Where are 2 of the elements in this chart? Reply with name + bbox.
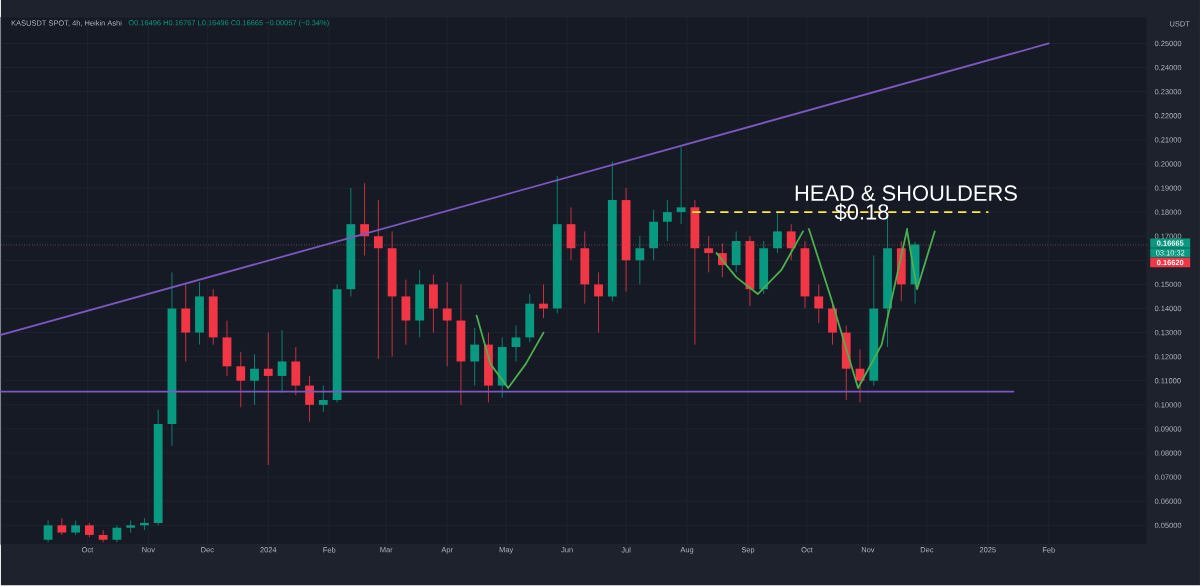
annotation: $0.18 (834, 203, 889, 222)
annotation: HEAD & SHOULDERS (795, 185, 1017, 202)
